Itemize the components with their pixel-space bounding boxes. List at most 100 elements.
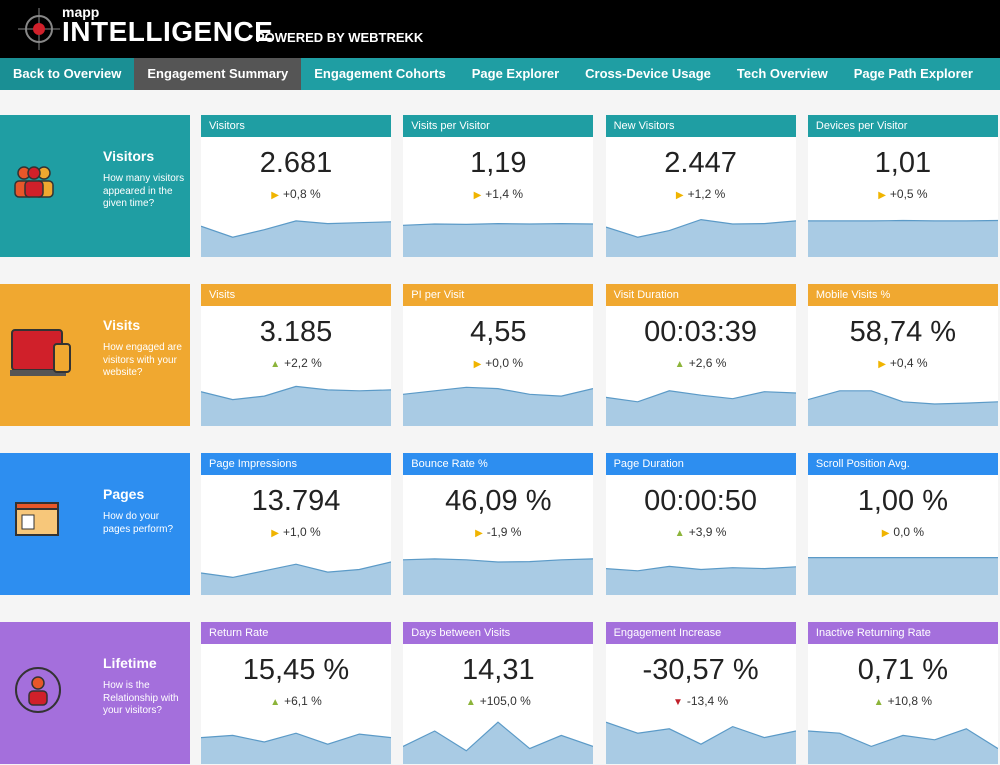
- change-arrow: ▶: [271, 528, 279, 539]
- kpi-change: ▲ +3,9 %: [606, 525, 796, 539]
- section-panel: Visits How engaged are visitors with your…: [0, 284, 190, 426]
- change-text: +105,0 %: [479, 694, 531, 708]
- sparkline-line: [201, 385, 391, 401]
- change-text: -13,4 %: [686, 694, 729, 708]
- icon-part: [53, 343, 71, 373]
- sparkline-line: [605, 565, 796, 572]
- sparkline: [807, 557, 998, 595]
- sparkline: [605, 218, 796, 257]
- nav-item[interactable]: Page Explorer: [471, 66, 560, 81]
- section-title: Pages: [103, 486, 145, 502]
- icon-part: [15, 502, 59, 510]
- change-text: +2,2 %: [284, 356, 322, 370]
- tile-header: Inactive Returning Rate: [807, 622, 998, 644]
- sparkline: [201, 561, 391, 595]
- nav-item[interactable]: Engagement Summary: [134, 58, 302, 90]
- nav-bar: Back to Overview Engagement Summary Engage…: [0, 58, 1000, 90]
- tile-header: Visits: [201, 284, 391, 306]
- kpi-value: 58,74 %: [849, 316, 957, 348]
- change-arrow: ▶: [881, 528, 890, 539]
- tile-header: Devices per Visitor: [807, 115, 998, 137]
- powered-by: POWERED BY WEBTREKK: [256, 30, 424, 45]
- sparkline-area: [201, 562, 391, 595]
- kpi-change: ▶ +0,8 %: [201, 187, 391, 201]
- kpi-change: ▶ +0,4 %: [808, 356, 998, 370]
- kpi-tile: Scroll Position Avg. 1,00 % ▶ 0,0 %: [807, 453, 998, 595]
- sparkline: [807, 390, 998, 426]
- sparkline-area: [201, 220, 391, 257]
- icon-part: [10, 370, 66, 376]
- change-arrow: ▲: [270, 359, 281, 370]
- kpi-value: 14,31: [462, 654, 535, 686]
- kpi-tile: Engagement Increase -30,57 % ▼ -13,4 %: [605, 622, 796, 764]
- section-panel: Visitors How many visitors appeared in th…: [0, 115, 190, 257]
- change-text: +0,8 %: [283, 187, 321, 201]
- sparkline: [201, 385, 391, 426]
- sparkline-area: [807, 220, 998, 257]
- change-arrow: ▶: [878, 359, 886, 370]
- change-arrow: ▲: [674, 528, 685, 539]
- kpi-value: 4,55: [470, 316, 527, 348]
- sparkline-line: [605, 218, 796, 238]
- sparkline-area: [403, 223, 594, 257]
- brand: mapp: [62, 4, 100, 20]
- change-text: +2,6 %: [688, 356, 727, 370]
- header: mapp INTELLIGENCE POWERED BY WEBTREKK: [0, 0, 1000, 58]
- sparkline-area: [605, 390, 796, 426]
- kpi-change: ▲ +6,1 %: [201, 694, 391, 708]
- sparkline: [201, 732, 391, 764]
- sparkline: [807, 219, 998, 257]
- change-text: +1,4 %: [485, 187, 523, 201]
- tile-header: Page Duration: [605, 453, 796, 475]
- sparkline: [403, 721, 594, 764]
- change-text: +0,0 %: [485, 356, 523, 370]
- kpi-change: ▼ -13,4 %: [606, 694, 796, 708]
- kpi-value: 2.447: [664, 147, 737, 179]
- kpi-value: 00:00:50: [644, 485, 758, 517]
- sparkline-line: [605, 390, 796, 403]
- sparkline-area: [201, 733, 391, 764]
- sparkline-line: [201, 732, 391, 745]
- section-icon: [15, 667, 61, 713]
- sparkline-area: [807, 728, 998, 764]
- change-text: -1,9 %: [486, 525, 522, 539]
- tile-header: Return Rate: [201, 622, 391, 644]
- tile-header: Scroll Position Avg.: [807, 453, 998, 475]
- kpi-value: -30,57 %: [642, 654, 759, 686]
- nav-item[interactable]: Back to Overview: [0, 58, 135, 90]
- change-text: +1,0 %: [283, 525, 321, 539]
- sparkline-line: [201, 561, 391, 579]
- sparkline-area: [201, 386, 391, 426]
- icon-part: [31, 676, 45, 690]
- kpi-value: 1,00 %: [857, 485, 949, 517]
- kpi-change: ▲ +2,6 %: [606, 356, 796, 370]
- logo: [18, 8, 60, 50]
- kpi-change: ▶ -1,9 %: [403, 525, 593, 539]
- tile-header: Mobile Visits %: [807, 284, 998, 306]
- change-arrow: ▲: [270, 697, 281, 708]
- kpi-tile: Visits 3.185 ▲ +2,2 %: [201, 284, 391, 426]
- change-text: +1,2 %: [687, 187, 726, 201]
- kpi-change: ▶ 0,0 %: [808, 525, 998, 539]
- tile-header: Visit Duration: [605, 284, 796, 306]
- nav-item[interactable]: Page Path Explorer: [853, 66, 973, 81]
- sparkline-area: [403, 722, 594, 764]
- sparkline-area: [605, 566, 796, 595]
- kpi-change: ▲ +105,0 %: [403, 694, 593, 708]
- section-description: How do your pages perform?: [103, 511, 174, 535]
- kpi-change: ▶ +0,0 %: [403, 356, 593, 370]
- kpi-tile: Return Rate 15,45 % ▲ +6,1 %: [201, 622, 391, 764]
- icon-part: [28, 690, 48, 706]
- kpi-tile: Days between Visits 14,31 ▲ +105,0 %: [403, 622, 594, 764]
- icon-part: [27, 166, 41, 180]
- kpi-value: 1,19: [470, 147, 527, 179]
- sparkline: [605, 390, 796, 426]
- sparkline-line: [605, 721, 796, 745]
- nav-item[interactable]: Tech Overview: [736, 66, 828, 81]
- nav-item[interactable]: Engagement Cohorts: [314, 66, 446, 81]
- section-panel: Pages How do your pages perform?: [0, 453, 190, 595]
- icon-part: [15, 667, 61, 713]
- nav-item[interactable]: Cross-Device Usage: [585, 66, 711, 81]
- section-panel: Lifetime How is the Relationship with you…: [0, 622, 190, 764]
